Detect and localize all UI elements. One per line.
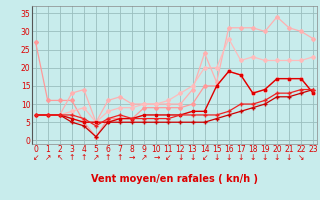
Text: ↙: ↙ — [201, 153, 208, 162]
Text: ↑: ↑ — [68, 153, 75, 162]
Text: →: → — [153, 153, 159, 162]
Text: ↓: ↓ — [262, 153, 268, 162]
Text: →: → — [129, 153, 135, 162]
Text: ↓: ↓ — [226, 153, 232, 162]
Text: ↖: ↖ — [57, 153, 63, 162]
Text: ↓: ↓ — [286, 153, 292, 162]
Text: ↑: ↑ — [81, 153, 87, 162]
Text: ↑: ↑ — [105, 153, 111, 162]
Text: ↗: ↗ — [93, 153, 99, 162]
Text: ↑: ↑ — [117, 153, 123, 162]
Text: ↗: ↗ — [44, 153, 51, 162]
Text: ↙: ↙ — [165, 153, 172, 162]
Text: ↓: ↓ — [237, 153, 244, 162]
Text: ↓: ↓ — [274, 153, 280, 162]
Text: ↗: ↗ — [141, 153, 148, 162]
Text: ↙: ↙ — [32, 153, 39, 162]
Text: ↓: ↓ — [250, 153, 256, 162]
Text: ↓: ↓ — [213, 153, 220, 162]
Text: Vent moyen/en rafales ( kn/h ): Vent moyen/en rafales ( kn/h ) — [91, 174, 258, 184]
Text: ↓: ↓ — [177, 153, 184, 162]
Text: ↘: ↘ — [298, 153, 304, 162]
Text: ↓: ↓ — [189, 153, 196, 162]
